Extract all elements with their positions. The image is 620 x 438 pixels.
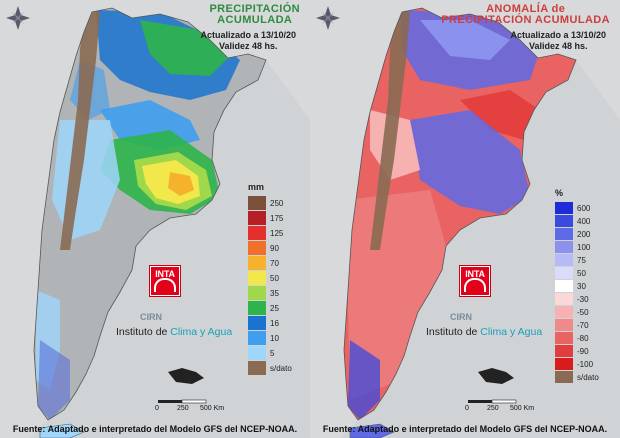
legend-label: -50 [577,308,589,317]
legend-label: 5 [270,349,275,358]
legend-unit: % [555,188,564,198]
legend-swatch [248,196,266,210]
compass-icon [6,6,30,30]
scale-label-500: 500 Km [200,405,225,412]
neighbour-land [0,0,310,438]
scale-label-0: 0 [155,405,159,412]
legend-label: 90 [270,244,279,253]
legend-swatch [555,358,573,370]
map-title: PRECIPITACIÓN ACUMULADA [209,3,300,26]
map-metadata: Actualizado a 13/10/20 Validez 48 hs. [200,30,296,51]
legend-label: 10 [270,334,279,343]
legend-label: -80 [577,334,589,343]
legend-label: 400 [577,217,591,226]
legend-label: 75 [577,256,586,265]
legend-label: 250 [270,199,284,208]
legend-swatch [248,256,266,270]
scale-label-250: 250 [487,405,499,412]
legend-swatch [248,331,266,345]
scale-label-0: 0 [465,405,469,412]
legend-label: 125 [270,229,284,238]
legend-label: 30 [577,282,586,291]
legend-label: -70 [577,321,589,330]
legend-swatch [248,211,266,225]
legend-label: 25 [270,304,279,313]
source-footer: Fuente: Adaptado e interpretado del Mode… [12,424,298,434]
inta-logo: INTA [150,266,180,296]
legend-label: -100 [577,360,594,369]
legend-swatch [555,345,573,357]
legend-swatch [248,361,266,375]
legend-swatch [555,241,573,253]
legend-swatch [248,346,266,360]
legend-unit: mm [248,182,265,192]
legend-swatch [248,286,266,300]
legend-swatch [555,319,573,331]
legend-swatch [248,241,266,255]
legend-swatch [555,280,573,292]
legend-swatch [555,254,573,266]
map-metadata: Actualizado a 13/10/20 Validez 48 hs. [510,30,606,51]
legend-label: 175 [270,214,284,223]
institute-label: Instituto de Clima y Agua [116,326,233,338]
legend-label: 600 [577,204,591,213]
legend-swatch [555,202,573,214]
legend-label: 200 [577,230,591,239]
legend-label: 70 [270,259,279,268]
precipitation-panel: PRECIPITACIÓN ACUMULADA Actualizado a 13… [0,0,311,438]
scale-label-500: 500 Km [510,405,535,412]
legend-label: 16 [270,319,279,328]
anomaly-panel: ANOMALÍA de PRECIPITACIÓN ACUMULADA Actu… [310,0,620,438]
legend-swatch [555,215,573,227]
legend-swatch [555,306,573,318]
legend-swatch [555,228,573,240]
legend-swatch [248,316,266,330]
legend-label: 35 [270,289,279,298]
anomaly-map [310,0,620,438]
legend-label: 50 [577,269,586,278]
legend-swatch [555,293,573,305]
legend-swatch [248,226,266,240]
cirn-label: CIRN [140,312,162,322]
legend-label: 50 [270,274,279,283]
institute-label: Instituto de Clima y Agua [426,326,543,338]
scale-label-250: 250 [177,405,189,412]
precipitation-map [0,0,310,438]
legend-swatch [555,267,573,279]
legend-swatch [248,301,266,315]
legend-swatch [555,371,573,383]
compass-icon [316,6,340,30]
legend-label: -30 [577,295,589,304]
cirn-label: CIRN [450,312,472,322]
legend-swatch [248,271,266,285]
legend-label: s/dato [270,364,292,373]
inta-logo: INTA [460,266,490,296]
legend-label: s/dato [577,373,599,382]
legend-swatch [555,332,573,344]
neighbour-land [310,0,620,438]
source-footer: Fuente: Adaptado e interpretado del Mode… [322,424,608,434]
legend-label: -90 [577,347,589,356]
legend-label: 100 [577,243,591,252]
map-title: ANOMALÍA de PRECIPITACIÓN ACUMULADA [441,3,610,26]
